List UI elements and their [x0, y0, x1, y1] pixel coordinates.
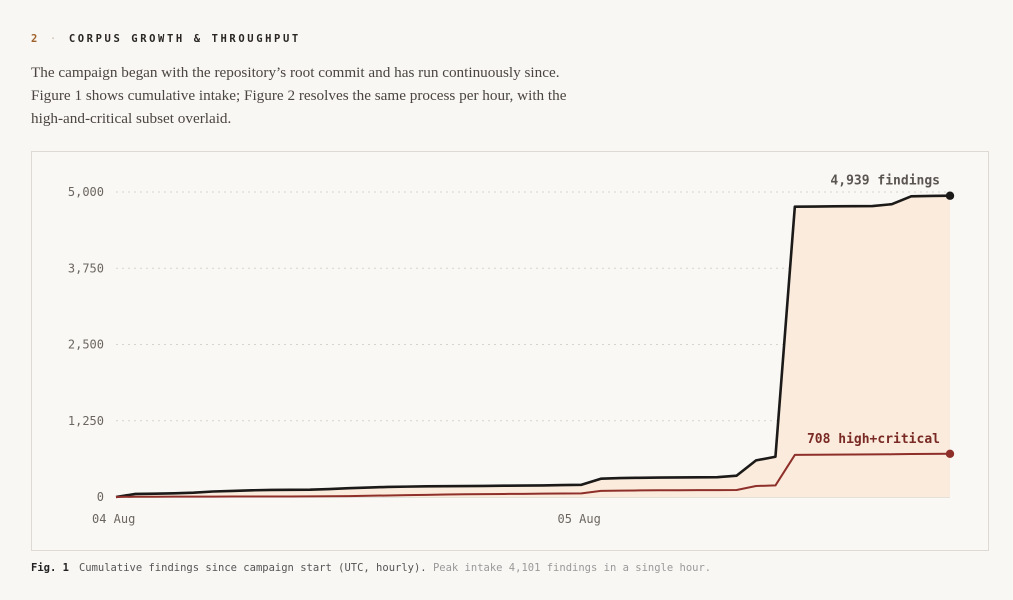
label-layer: 4,939 findings 708 high+critical — [807, 174, 940, 447]
caption-fig-label: Fig. 1 — [31, 562, 69, 574]
y-tick-label: 2,500 — [68, 338, 104, 352]
y-tick-label: 1,250 — [68, 414, 104, 428]
caption-text: Cumulative findings since campaign start… — [78, 562, 427, 574]
axis-layer: 0 1,250 2,500 3,750 5,000 04 Aug 05 Aug — [68, 185, 601, 526]
series-line-high_critical — [115, 452, 951, 498]
figure-1-chart: 0 1,250 2,500 3,750 5,000 04 Aug 05 Aug 4,939 … — [31, 151, 989, 551]
x-tick-label: 05 Aug — [557, 512, 600, 526]
series-end-marker-total — [945, 191, 955, 200]
section-heading: 2 · CORPUS GROWTH & THROUGHPUT — [31, 33, 301, 45]
line-layer — [115, 191, 955, 499]
total-area-fill — [116, 195, 950, 497]
series-end-marker-high_critical — [945, 449, 955, 459]
x-tick-label: 04 Aug — [92, 512, 135, 526]
y-tick-label: 0 — [97, 490, 104, 504]
y-tick-label: 5,000 — [68, 185, 104, 199]
section-title: CORPUS GROWTH & THROUGHPUT — [68, 33, 301, 45]
section-separator: · — [49, 33, 59, 45]
section-number: 2 — [31, 33, 40, 45]
series-end-label-total: 4,939 findings — [830, 174, 940, 189]
intro-paragraph: The campaign began with the repository’s… — [31, 64, 567, 127]
series-end-label-high_critical: 708 high+critical — [807, 432, 940, 447]
series-line-total — [115, 194, 951, 499]
figure-caption: Fig. 1 Cumulative findings since campaign… — [31, 562, 711, 574]
y-tick-label: 3,750 — [68, 261, 104, 275]
caption-note: Peak intake 4,101 findings in a single h… — [432, 562, 712, 574]
chart-svg: 0 1,250 2,500 3,750 5,000 04 Aug 05 Aug 4,939 … — [68, 174, 955, 526]
area-layer — [116, 195, 950, 497]
